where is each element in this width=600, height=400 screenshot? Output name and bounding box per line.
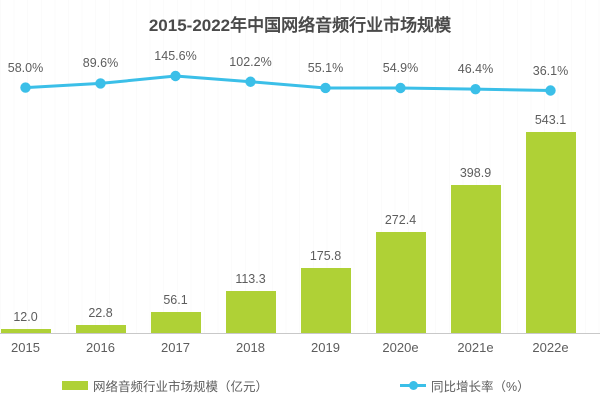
line-point-2017 xyxy=(170,70,181,82)
chart-title: 2015-2022年中国网络音频行业市场规模 xyxy=(148,16,452,35)
bar-value-label-2016: 22.8 xyxy=(88,305,113,320)
bar-2022e xyxy=(525,132,576,333)
x-axis-label-2017: 2017 xyxy=(161,340,190,355)
growth-rate-label-2021e: 46.4% xyxy=(457,62,494,77)
x-axis-label-2019: 2019 xyxy=(311,340,340,355)
bar-value-label-2022e: 543.1 xyxy=(534,113,567,127)
x-axis-label-2021e: 2021e xyxy=(457,340,494,355)
growth-rate-label-2019: 55.1% xyxy=(307,60,344,75)
line-series-layer xyxy=(20,70,556,96)
x-axis-label-2015: 2015 xyxy=(11,340,40,355)
line-point-2020e xyxy=(395,82,406,94)
x-axis-label-2016: 2016 xyxy=(86,340,115,355)
chart-legend: 网络音频行业市场规模（亿元） 同比增长率（%） xyxy=(0,374,600,396)
bar-2016 xyxy=(75,324,126,333)
growth-rate-label-2016: 89.6% xyxy=(82,56,119,71)
x-axis-label-2020e: 2020e xyxy=(382,340,419,355)
bar-value-label-2015: 12.0 xyxy=(13,309,38,324)
growth-rate-label-2020e: 54.9% xyxy=(382,61,419,75)
bar-2021e xyxy=(450,185,501,333)
legend-item-bar-series[interactable]: 网络音频行业市场规模（亿元） xyxy=(62,374,268,396)
x-axis-line xyxy=(0,333,600,334)
growth-rate-label-2015: 58.0% xyxy=(7,60,44,75)
x-axis-label-2018: 2018 xyxy=(236,340,265,355)
legend-item-label: 同比增长率（%） xyxy=(431,379,530,394)
bar-2015 xyxy=(0,328,51,333)
plot-area: 12.0 22.8 56.1 113.3 175.8 272.4 398.9 543.1 58… xyxy=(0,49,576,333)
bar-2020e xyxy=(375,232,426,333)
line-point-2015 xyxy=(20,82,31,93)
bar-value-label-2019: 175.8 xyxy=(309,248,342,263)
line-point-2019 xyxy=(320,82,331,94)
bar-value-label-2018: 113.3 xyxy=(235,272,266,287)
line-point-2018 xyxy=(245,76,256,87)
line-point-2016 xyxy=(95,78,106,89)
legend-line-dot-swatch-icon xyxy=(400,380,426,390)
growth-rate-label-2017: 145.6% xyxy=(154,49,197,63)
bar-2019 xyxy=(300,267,351,333)
growth-rate-line xyxy=(24,74,552,92)
legend-bar-swatch-icon xyxy=(62,380,88,390)
bar-value-label-2017: 56.1 xyxy=(163,293,188,308)
bar-2017 xyxy=(150,312,201,333)
bar-value-label-2020e: 272.4 xyxy=(384,213,417,228)
growth-rate-label-2018: 102.2% xyxy=(229,54,272,69)
line-point-2021e xyxy=(470,83,481,95)
x-axis-label-2022e: 2022e xyxy=(532,340,569,355)
bar-2018 xyxy=(225,291,276,333)
growth-rate-label-2022e: 36.1% xyxy=(532,63,569,78)
bar-value-label-2021e: 398.9 xyxy=(459,166,492,181)
legend-item-label: 网络音频行业市场规模（亿元） xyxy=(93,379,269,394)
legend-item-line-series[interactable]: 同比增长率（%） xyxy=(400,374,530,396)
line-point-2022e xyxy=(545,85,556,96)
